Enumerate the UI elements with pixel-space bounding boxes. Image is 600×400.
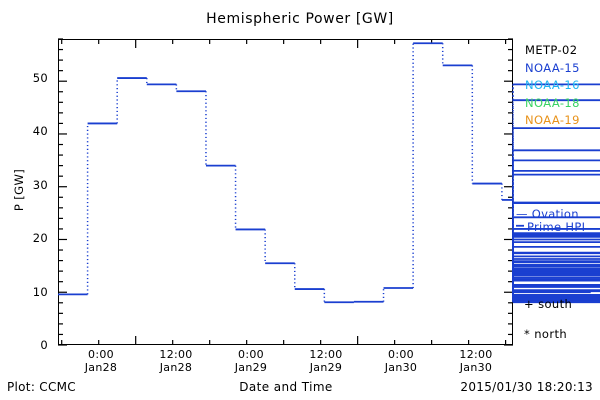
legend-item-metp-02[interactable]: METP-02 [525,43,578,57]
y-tick-label-10: 10 [32,285,48,299]
plot-area [58,39,513,345]
y-major-ticks [58,80,513,346]
legend-ovation-prime-hpi[interactable]: — Ovation Prime HPI [516,208,600,234]
x-tick-date-4: Jan30 [384,360,418,374]
x-tick-time-1: 12:00 [159,348,193,361]
x-minor-ticks [61,39,507,345]
legend-south-marker: + south [524,297,573,311]
y-tick-label-20: 20 [32,231,48,245]
x-tick-time-3: 12:00 [309,348,343,361]
x-tick-date-1: Jan28 [159,360,193,374]
y-minor-ticks [58,38,513,336]
x-tick-date-3: Jan29 [309,360,343,374]
legend-item-noaa-18[interactable]: NOAA-18 [525,95,580,110]
x-tick-label-5: 12:00 Jan30 [436,348,516,374]
x-tick-date-2: Jan29 [234,360,268,374]
legend-north-marker: * north [524,327,568,341]
x-tick-time-4: 0:00 [388,348,414,361]
y-tick-label-40: 40 [32,124,48,138]
x-tick-date-0: Jan28 [84,360,118,374]
x-tick-date-5: Jan30 [459,360,493,374]
x-tick-label-1: 12:00 Jan28 [136,348,216,374]
y-tick-label-50: 50 [32,71,48,85]
x-major-ticks [135,39,359,345]
legend-item-noaa-19[interactable]: NOAA-19 [525,113,580,127]
x-tick-time-2: 0:00 [238,348,264,361]
x-tick-label-2: 0:00 Jan29 [211,348,291,374]
legend-item-noaa-15[interactable]: NOAA-15 [525,60,580,75]
x-tick-label-4: 0:00 Jan30 [361,348,441,374]
data-series-group [58,42,600,304]
x-axis-label: Date and Time [239,380,333,394]
x-tick-label-0: 0:00 Jan28 [61,348,141,374]
x-tick-time-5: 12:00 [459,348,493,361]
x-tick-label-3: 12:00 Jan29 [286,348,366,374]
legend-item-noaa-16[interactable]: NOAA-16 [525,78,580,92]
legend-ovation-line2: Prime HPI [527,220,586,234]
x-tick-time-0: 0:00 [88,348,114,361]
y-tick-label-0: 0 [40,338,48,352]
plot-svg [58,38,600,346]
y-tick-label-30: 30 [32,178,48,192]
legend-satellites: METP-02 NOAA-15 NOAA-16 NOAA-18 NOAA-19 [525,42,600,130]
page-title: Hemispheric Power [GW] [206,11,394,27]
legend-ovation-line1: — Ovation [516,207,579,221]
timestamp-label: 2015/01/30 18:20:13 [460,380,593,394]
plot-source-label: Plot: CCMC [7,380,76,394]
